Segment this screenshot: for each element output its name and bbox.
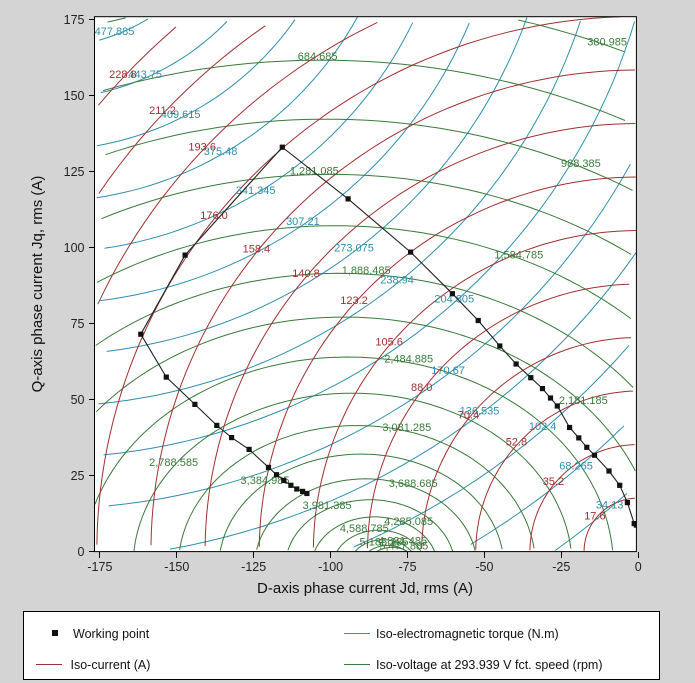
- svg-text:2,484.885: 2,484.885: [384, 354, 433, 366]
- svg-text:4,588.785: 4,588.785: [340, 523, 389, 535]
- svg-text:123.2: 123.2: [340, 295, 368, 307]
- svg-text:88.0: 88.0: [411, 382, 432, 394]
- svg-text:105.6: 105.6: [375, 337, 403, 349]
- svg-text:70.4: 70.4: [458, 410, 479, 422]
- svg-text:1,584.785: 1,584.785: [494, 249, 543, 261]
- svg-text:380.985: 380.985: [587, 37, 627, 49]
- svg-text:170.67: 170.67: [431, 365, 465, 377]
- svg-text:988.385: 988.385: [561, 158, 601, 170]
- svg-text:3,081.285: 3,081.285: [382, 422, 431, 434]
- svg-text:4,881.485: 4,881.485: [378, 535, 427, 547]
- svg-text:228.8: 228.8: [109, 69, 137, 81]
- svg-text:211.2: 211.2: [149, 105, 176, 117]
- svg-text:1,888.485: 1,888.485: [342, 265, 391, 277]
- svg-text:102.4: 102.4: [529, 421, 557, 433]
- svg-text:2,181.185: 2,181.185: [559, 395, 608, 407]
- svg-text:68.265: 68.265: [559, 460, 593, 472]
- svg-text:1,281.085: 1,281.085: [290, 166, 339, 178]
- svg-text:273.075: 273.075: [334, 243, 374, 255]
- svg-text:477.885: 477.885: [95, 26, 135, 38]
- svg-text:158.4: 158.4: [243, 243, 271, 255]
- svg-text:3,688.685: 3,688.685: [389, 478, 438, 490]
- svg-text:35.2: 35.2: [543, 476, 564, 488]
- svg-text:341.345: 341.345: [236, 185, 276, 197]
- svg-text:52.8: 52.8: [506, 436, 527, 448]
- svg-text:193.6: 193.6: [188, 142, 216, 154]
- svg-text:140.8: 140.8: [292, 268, 320, 280]
- svg-text:2,788.585: 2,788.585: [149, 457, 198, 469]
- svg-text:307.21: 307.21: [286, 216, 320, 228]
- svg-text:684.685: 684.685: [298, 51, 338, 63]
- svg-text:4,285.085: 4,285.085: [384, 516, 433, 528]
- svg-text:17.6: 17.6: [584, 511, 605, 523]
- svg-text:3,981.385: 3,981.385: [303, 500, 352, 512]
